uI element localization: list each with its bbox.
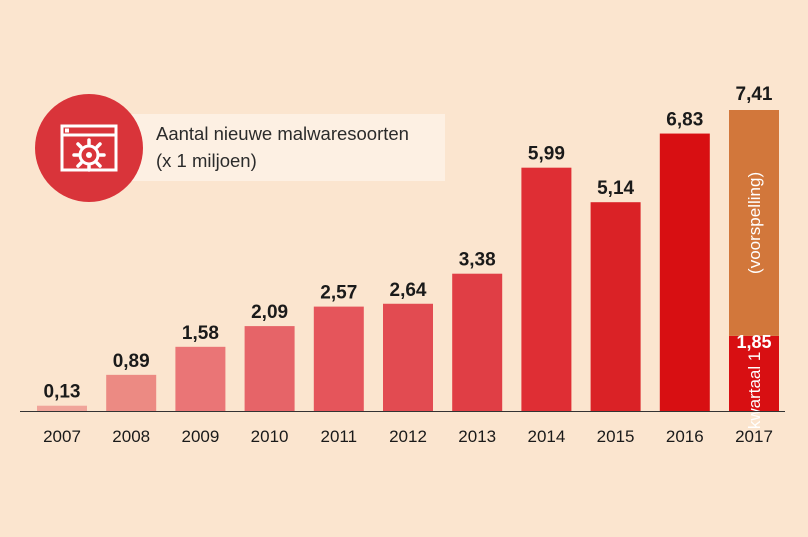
data-label-2017-kwartaal1: 1,85 <box>736 332 771 352</box>
data-label-2014: 5,99 <box>528 144 565 165</box>
chart-subtitle: (x 1 miljoen) <box>156 150 257 171</box>
x-tick-label-2007: 2007 <box>43 427 81 446</box>
chart-title: Aantal nieuwe malwaresoorten <box>156 123 409 144</box>
x-tick-label-2009: 2009 <box>181 427 219 446</box>
data-label-2016: 6,83 <box>666 110 703 131</box>
x-tick-label-2016: 2016 <box>666 427 704 446</box>
segment-label-kwartaal1: kwartaal 1 <box>745 352 764 429</box>
bar-2012 <box>383 303 433 411</box>
bar-2010 <box>244 326 295 411</box>
legend: Aantal nieuwe malwaresoorten (x 1 miljoe… <box>156 120 446 174</box>
bar-2017-segment-2 <box>729 110 779 336</box>
data-label-2012: 2,64 <box>390 280 427 301</box>
bar-2013 <box>452 273 503 411</box>
browser-bug-icon <box>35 94 143 202</box>
x-tick-label-2012: 2012 <box>389 427 427 446</box>
bar-2011 <box>313 306 364 411</box>
x-tick-label-2014: 2014 <box>527 427 565 446</box>
bar-2008 <box>106 374 157 411</box>
segment-label-voorspelling: (voorspelling) <box>745 172 764 274</box>
bar-2016 <box>659 133 710 411</box>
x-tick-label-2013: 2013 <box>458 427 496 446</box>
x-tick-label-2015: 2015 <box>597 427 635 446</box>
bar-2009 <box>175 346 226 411</box>
data-label-2009: 1,58 <box>182 323 219 344</box>
data-label-2007: 0,13 <box>44 382 81 403</box>
data-label-2013: 3,38 <box>459 250 496 271</box>
data-label-2015: 5,14 <box>597 178 634 199</box>
bar-2017-segment-1 <box>729 335 779 411</box>
x-tick-label-2017: 2017 <box>735 427 773 446</box>
x-tick-label-2011: 2011 <box>321 427 358 446</box>
data-label-2017-total: 7,41 <box>736 84 773 105</box>
bar-2014 <box>521 167 572 411</box>
x-tick-label-2010: 2010 <box>251 427 289 446</box>
bar-2007 <box>37 405 87 411</box>
x-tick-label-2008: 2008 <box>112 427 150 446</box>
data-label-2010: 2,09 <box>251 302 288 323</box>
data-label-2011: 2,57 <box>320 283 357 304</box>
data-label-2008: 0,89 <box>113 351 150 372</box>
bar-2015 <box>590 202 641 411</box>
